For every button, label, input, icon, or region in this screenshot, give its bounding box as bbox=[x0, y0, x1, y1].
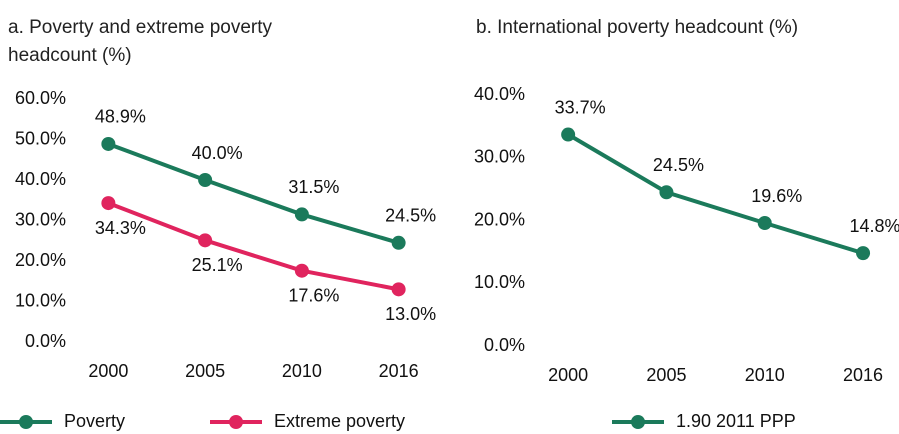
y-tick-label: 0.0% bbox=[484, 335, 525, 355]
data-label: 17.6% bbox=[288, 285, 339, 305]
data-point bbox=[294, 207, 309, 222]
series-line bbox=[107, 201, 400, 292]
data-label: 24.5% bbox=[653, 155, 704, 175]
x-tick-label: 2010 bbox=[282, 361, 322, 381]
x-tick-label: 2005 bbox=[646, 365, 686, 385]
data-point bbox=[561, 127, 576, 142]
data-point bbox=[101, 136, 116, 151]
legend-marker bbox=[631, 415, 645, 429]
data-label: 25.1% bbox=[192, 255, 243, 275]
y-tick-label: 50.0% bbox=[15, 128, 66, 148]
legend-marker bbox=[229, 415, 243, 429]
x-tick-label: 2016 bbox=[379, 361, 419, 381]
y-tick-label: 30.0% bbox=[474, 147, 525, 167]
legend-label: Poverty bbox=[64, 411, 125, 431]
data-label: 31.5% bbox=[288, 177, 339, 197]
data-label: 13.0% bbox=[385, 304, 436, 324]
y-tick-label: 10.0% bbox=[474, 272, 525, 292]
series-line bbox=[107, 142, 400, 245]
data-label: 24.5% bbox=[385, 206, 436, 226]
data-label: 40.0% bbox=[192, 143, 243, 163]
legend-marker bbox=[19, 415, 33, 429]
y-tick-label: 20.0% bbox=[15, 250, 66, 270]
series-line bbox=[567, 132, 864, 256]
x-tick-label: 2000 bbox=[548, 365, 588, 385]
data-point bbox=[391, 282, 406, 297]
legend-label: 1.90 2011 PPP bbox=[676, 411, 796, 431]
data-point bbox=[198, 173, 213, 187]
x-tick-label: 2005 bbox=[185, 361, 225, 381]
chart-title: b. International poverty headcount (%) bbox=[476, 17, 799, 38]
y-tick-label: 20.0% bbox=[474, 209, 525, 229]
data-label: 48.9% bbox=[95, 107, 146, 127]
x-tick-label: 2016 bbox=[843, 365, 883, 385]
x-tick-label: 2000 bbox=[88, 361, 128, 381]
data-label: 19.6% bbox=[751, 186, 802, 206]
y-tick-label: 60.0% bbox=[15, 88, 66, 108]
data-label: 34.3% bbox=[95, 218, 146, 238]
data-point bbox=[856, 246, 871, 261]
y-tick-label: 30.0% bbox=[15, 209, 66, 229]
data-label: 33.7% bbox=[555, 97, 606, 117]
data-point bbox=[757, 216, 772, 231]
data-point bbox=[659, 185, 674, 200]
data-label: 14.8% bbox=[850, 216, 899, 236]
chart-title: a. Poverty and extreme poverty headcount… bbox=[8, 17, 273, 66]
data-point bbox=[198, 233, 213, 248]
data-point bbox=[101, 196, 116, 211]
data-point bbox=[294, 263, 309, 278]
y-tick-label: 40.0% bbox=[474, 84, 525, 104]
y-tick-label: 0.0% bbox=[25, 331, 66, 351]
data-point bbox=[391, 235, 406, 250]
y-tick-label: 10.0% bbox=[15, 290, 66, 310]
x-tick-label: 2010 bbox=[745, 365, 785, 385]
legend-label: Extreme poverty bbox=[274, 411, 405, 431]
y-tick-label: 40.0% bbox=[15, 169, 66, 189]
